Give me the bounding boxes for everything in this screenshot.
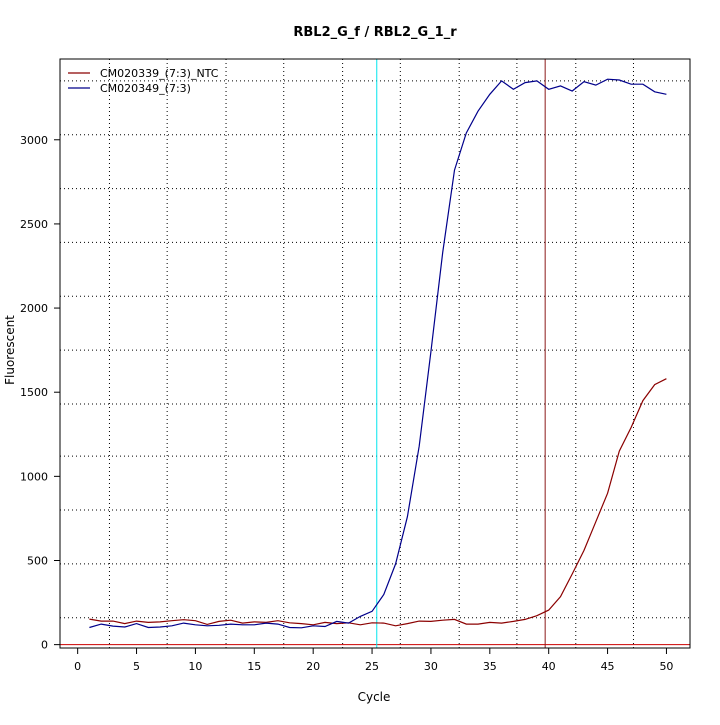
y-axis-label: Fluorescent [3,315,17,385]
x-tick-label: 20 [306,660,320,673]
series-lines [89,78,667,629]
x-tick-label: 0 [74,660,81,673]
y-tick-label: 2000 [20,302,48,315]
legend-label: CM020339_(7:3)_NTC [100,67,219,80]
x-tick-label: 45 [601,660,615,673]
chart-title: RBL2_G_f / RBL2_G_1_r [293,25,457,40]
x-tick-label: 25 [365,660,379,673]
series-line [89,78,667,629]
y-tick-label: 500 [27,554,48,567]
grid-lines [60,59,690,648]
y-axis-ticks: 0 500 1000 1500 2000 2500 3000 [20,134,60,652]
plot-frame [59,58,691,649]
y-tick-label: 3000 [20,134,48,147]
reference-lines [60,59,690,648]
legend-label: CM020349_(7:3) [100,82,191,95]
y-tick-label: 1500 [20,386,48,399]
x-axis-ticks: 0 5 10 15 20 25 30 35 40 45 50 [74,648,673,673]
x-tick-label: 40 [542,660,556,673]
y-tick-label: 0 [41,639,48,652]
y-tick-label: 2500 [20,218,48,231]
series-line [89,378,667,627]
legend: CM020339_(7:3)_NTC CM020349_(7:3) [68,67,219,95]
x-axis-label: Cycle [358,690,391,704]
x-tick-label: 5 [133,660,140,673]
x-tick-label: 10 [188,660,202,673]
x-tick-label: 50 [659,660,673,673]
x-tick-label: 30 [424,660,438,673]
x-tick-label: 35 [483,660,497,673]
y-tick-label: 1000 [20,470,48,483]
x-tick-label: 15 [247,660,261,673]
